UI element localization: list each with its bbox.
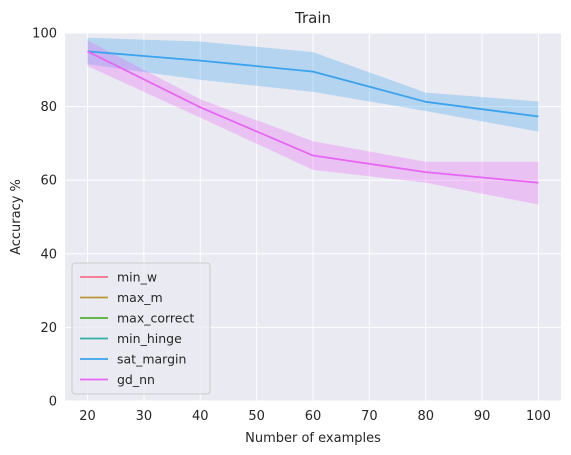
- grid-lines: [65, 32, 561, 402]
- x-tick-label: 40: [192, 409, 209, 424]
- series-lines: [87, 50, 539, 184]
- y-tick-label: 100: [32, 27, 57, 42]
- legend-label-min-w: min_w: [117, 270, 157, 285]
- y-tick-label: 80: [40, 100, 57, 115]
- legend-label-max-correct: max_correct: [117, 311, 194, 326]
- x-tick-label: 20: [79, 409, 96, 424]
- y-tick-label: 60: [40, 174, 57, 189]
- y-axis-ticks: 0 20 40 60 80 100: [32, 27, 57, 410]
- y-tick-label: 40: [40, 247, 57, 262]
- y-tick-label: 20: [40, 321, 57, 336]
- y-axis-label: Accuracy %: [9, 179, 24, 255]
- x-axis-label: Number of examples: [245, 431, 381, 446]
- x-tick-label: 70: [361, 409, 378, 424]
- gd-nn-band: [87, 40, 539, 205]
- x-tick-label: 100: [526, 409, 551, 424]
- gd-nn-line: [87, 50, 539, 184]
- legend-box: [71, 262, 211, 395]
- legend-label-sat-margin: sat_margin: [117, 352, 186, 367]
- x-tick-label: 60: [305, 409, 322, 424]
- x-axis-ticks: 20 30 40 50 60 70 80 90 100: [79, 409, 551, 424]
- y-tick-label: 0: [49, 395, 57, 410]
- x-tick-label: 30: [136, 409, 153, 424]
- chart-title: Train: [294, 9, 331, 27]
- x-tick-label: 50: [248, 409, 265, 424]
- legend-label-max-m: max_m: [117, 290, 163, 305]
- legend-label-gd-nn: gd_nn: [117, 372, 155, 387]
- x-tick-label: 90: [474, 409, 491, 424]
- x-tick-label: 80: [417, 409, 434, 424]
- legend-label-min-hinge: min_hinge: [117, 331, 182, 346]
- legend: min_w max_m max_correct min_hinge sat_margin…: [71, 262, 211, 395]
- sat-margin-line: [87, 50, 539, 118]
